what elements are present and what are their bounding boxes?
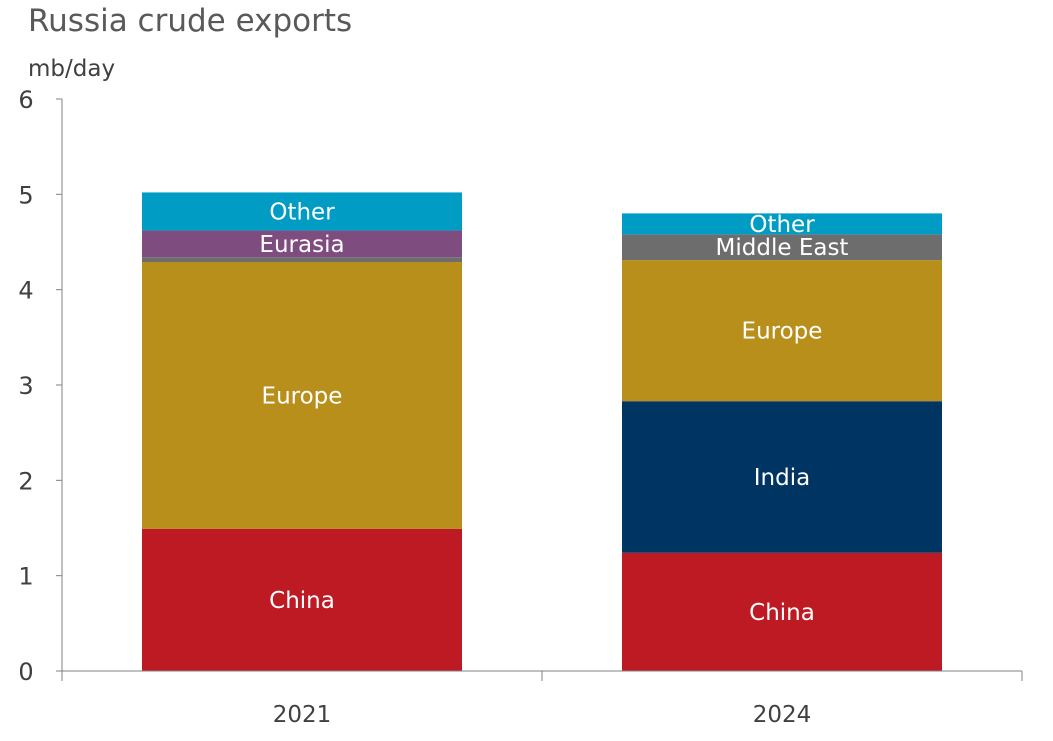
segment-label-2021-china: China	[269, 588, 335, 614]
bar-segment-2021-eurasia	[142, 230, 462, 258]
bar-segment-2024-europe	[622, 260, 942, 402]
segment-label-2024-europe: Europe	[742, 319, 823, 345]
bar-segment-2024-china	[622, 552, 942, 671]
y-axis-unit-label: mb/day	[28, 56, 115, 82]
x-tick-label-2024: 2024	[753, 702, 812, 728]
segment-label-2024-india: India	[754, 465, 810, 491]
y-tick-label-5: 5	[18, 181, 33, 209]
segment-label-2024-middle-east: Middle East	[716, 235, 849, 261]
y-tick-label-1: 1	[18, 563, 33, 591]
bar-segment-2021-china	[142, 528, 462, 671]
segment-label-2024-other: Other	[749, 212, 815, 238]
plot-area: China Europe Eurasia Other China India Europe M…	[18, 86, 1023, 728]
bar-segment-2024-middle-east	[622, 234, 942, 261]
bar-segment-2021-europe	[142, 262, 462, 529]
x-tick-label-2021: 2021	[273, 702, 332, 728]
segment-label-2021-eurasia: Eurasia	[259, 232, 344, 258]
y-tick-label-3: 3	[18, 372, 33, 400]
bar-segment-2024-other	[622, 213, 942, 235]
segment-label-2024-china: China	[749, 600, 815, 626]
y-tick-label-6: 6	[18, 86, 33, 114]
y-tick-label-0: 0	[18, 658, 33, 686]
bar-segment-2024-india	[622, 401, 942, 553]
y-tick-label-2: 2	[18, 467, 33, 495]
y-tick-label-4: 4	[18, 277, 33, 305]
segment-label-2021-europe: Europe	[262, 383, 343, 409]
bar-segment-2021-middle-east	[142, 257, 462, 263]
bar-segment-2021-other	[142, 192, 462, 231]
segment-label-2021-other: Other	[269, 199, 335, 225]
chart-title: Russia crude exports	[28, 3, 352, 39]
